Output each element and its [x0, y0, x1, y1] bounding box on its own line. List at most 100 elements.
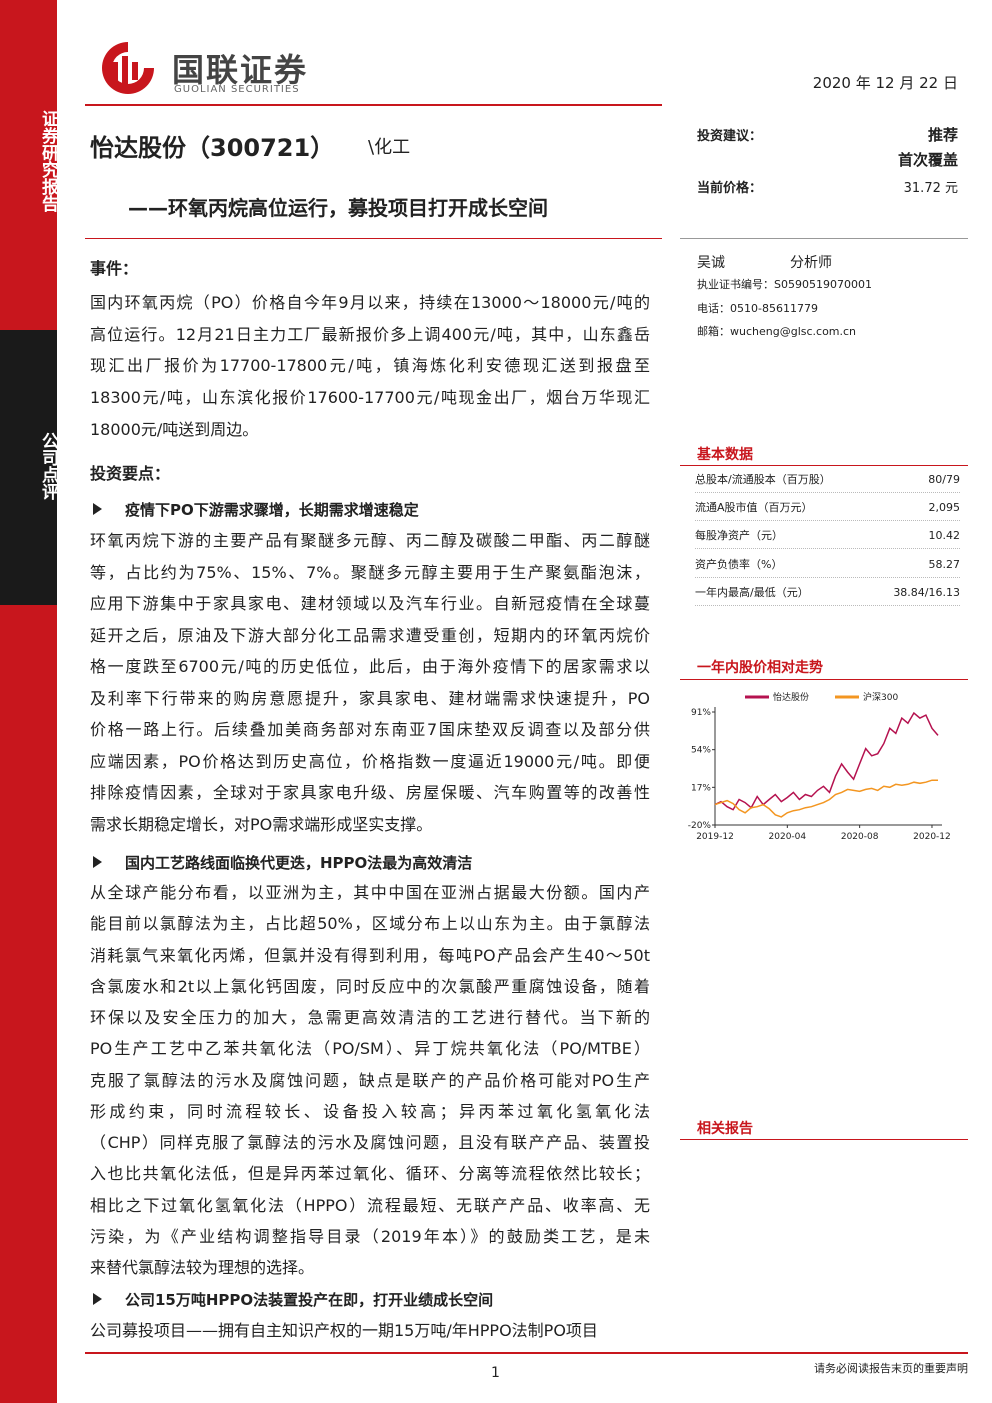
company: 怡达股份（300721）: [90, 134, 335, 162]
rating-value: 推荐: [927, 126, 958, 144]
chart: 91% 54% 17% -20%2019-12 2020-04 2020-08 2020-1…: [688, 691, 951, 842]
chart-title: 一年内股价相对走势: [697, 660, 823, 676]
body-line: 高位运行。12月21日主力工厂最新报价多上调400元/吨，其中，山东鑫岳: [90, 324, 650, 344]
series-line: [714, 779, 938, 818]
basic-data-label: 一年内最高/最低（元）: [695, 585, 809, 599]
body-line: 环氧丙烷下游的主要产品有聚醚多元醇、丙二醇及碳酸二甲酯、丙二醇醚: [90, 531, 650, 550]
body-line: 18300元/吨，山东滨化报价17600-17700元/吨现金出厂，烟台万华现汇: [90, 388, 650, 408]
basic-data-row: 流通A股市值（百万元） 2,095: [695, 496, 961, 522]
body-line: 克服了氯醇法的污水及腐蚀问题，缺点是联产的产品价格可能对PO生产: [90, 1070, 650, 1090]
body-line: 18000元/吨送到周边。: [90, 419, 259, 439]
body-line: 来替代氯醇法较为理想的选择。: [90, 1258, 315, 1277]
body-line: 污染，为《产业结构调整指导目录（2019年本）》的鼓励类工艺，是未: [90, 1226, 650, 1246]
body-line: 相比之下过氧化氢氧化法（HPPO）流程最短、无联产产品、收率高、无: [90, 1195, 650, 1215]
basic-data-title: 基本数据: [697, 447, 753, 463]
analyst-name: 吴诚: [697, 255, 725, 271]
body-line: 格一度跌至6700元/吨的历史低位，此后，由于海外疫情下的居家需求以: [90, 657, 650, 676]
body-line: 现汇出厂报价为17700-17800元/吨，镇海炼化利安德现汇送到报盘至: [90, 356, 650, 376]
body-line: PO生产工艺中乙苯共氧化法（PO/SM）、异丁烷共氧化法（PO/MTBE）: [90, 1039, 650, 1059]
industry: \化工: [368, 137, 411, 158]
bullet-arrow: [93, 503, 102, 515]
series-line: [714, 711, 939, 811]
section-heading: 疫情下PO下游需求骤增，长期需求增速稳定: [125, 501, 419, 519]
sidebar-label: 公司点评: [38, 432, 58, 500]
body-line: 入也比共氧化法低，但是异丙苯过氧化、循环、分离等流程依然比较长；: [90, 1164, 650, 1184]
bullet-arrow: [93, 1293, 102, 1305]
y-tick-label: 17%: [691, 783, 711, 793]
right-rule: [680, 238, 968, 239]
x-tick-label: 2020-12: [913, 832, 951, 842]
body-line: 从全球产能分布看，以亚洲为主，其中中国在亚洲占据最大份额。国内产: [90, 883, 650, 902]
price-label: 当前价格：: [697, 181, 763, 196]
x-tick-label: 2020-08: [841, 832, 879, 842]
x-tick-label: 2020-04: [769, 832, 807, 842]
logo-icon: [102, 42, 154, 94]
body-line: 应用下游集中于家具家电、建材领域以及汽车行业。自新冠疫情在全球蔓: [90, 594, 650, 613]
basic-data-value: 10.42: [928, 529, 961, 543]
basic-data-label: 每股净资产（元）: [695, 529, 783, 543]
body-line: 延开之后，原油及下游大部分化工品需求遭受重创，短期内的环氧丙烷价: [90, 625, 650, 645]
y-tick-label: -20%: [688, 821, 712, 831]
sidebar-dark: [0, 330, 57, 605]
header-rule: [85, 104, 662, 106]
page-number: 1: [491, 1365, 500, 1381]
basic-data-label: 流通A股市值（百万元）: [695, 501, 813, 515]
event-title: 事件：: [90, 259, 139, 278]
body-line: 价格一路上行。后续叠加美商务部对东南亚7国床垫双反调查以及部分供: [90, 720, 650, 739]
sidebar-red: [0, 0, 57, 330]
sidebar-red: [0, 605, 57, 1403]
body-line: 能目前以氯醇法为主，占比超50%，区域分布上以山东为主。由于氯醇法: [90, 914, 650, 934]
basic-data-value: 58.27: [928, 557, 961, 571]
x-tick-label: 2019-12: [696, 832, 734, 842]
legend-label: 沪深300: [863, 691, 898, 703]
basic-data-row: 每股净资产（元） 10.42: [695, 524, 961, 550]
basic-data-value: 38.84/16.13: [893, 585, 960, 599]
related-title: 相关报告: [697, 1121, 753, 1137]
points-title: 投资要点：: [90, 464, 171, 483]
footer-rule: [85, 1352, 968, 1354]
basic-data-rule: [680, 465, 968, 466]
y-tick-label: 91%: [691, 708, 711, 718]
analyst-license: 执业证书编号：S0590519070001: [697, 278, 872, 291]
body-line: 公司募投项目——拥有自主知识产权的一期15万吨/年HPPO法制PO项目: [90, 1321, 598, 1340]
bullet-arrow: [93, 856, 102, 868]
logo-en: GUOLIAN SECURITIES: [174, 84, 300, 95]
body-line: 需求长期稳定增长，对PO需求端形成坚实支撑。: [90, 814, 433, 834]
body-line: 及利率下行带来的购房意愿提升，家具家电、建材端需求快速提升，PO: [90, 688, 650, 708]
basic-data-label: 总股本/流通股本（百万股）: [695, 473, 831, 486]
basic-data-row: 资产负债率（%） 58.27: [695, 553, 960, 578]
body-line: 含氯废水和2t以上氯化钙固废，同时反应中的次氯酸严重腐蚀设备，随着: [90, 976, 650, 996]
body-line: 排除疫情因素，全球对于家具家电升级、房屋保暖、汽车购置等的改善性: [90, 783, 650, 802]
basic-data-label: 资产负债率（%）: [695, 557, 783, 571]
price: 31.72 元: [903, 181, 958, 196]
basic-data-row: 总股本/流通股本（百万股） 80/79: [695, 468, 960, 493]
section-heading: 公司15万吨HPPO法装置投产在即，打开业绩成长空间: [125, 1291, 494, 1309]
body-line: 国内环氧丙烷（PO）价格自今年9月以来，持续在13000～18000元/吨的: [90, 293, 650, 312]
title-rule: [85, 238, 662, 239]
body-line: 等，占比约为75%、15%、7%。聚醚多元醇主要用于生产聚氨酯泡沫，: [90, 562, 650, 582]
body-line: 应端因素，PO价格达到历史高位，价格指数一度逼近19000元/吨。即便: [90, 751, 650, 771]
analyst-phone: 电话：0510-85611779: [697, 302, 818, 315]
date: 2020 年 12 月 22 日: [812, 74, 958, 92]
sidebar-label: 证券研究报告: [38, 110, 58, 212]
analyst-role: 分析师: [790, 255, 832, 271]
related-rule: [680, 1139, 968, 1140]
body-line: （CHP）同样克服了氯醇法的污水及腐蚀问题，且没有联产产品、装置投: [90, 1133, 650, 1152]
body-line: 消耗氯气来氧化丙烯，但氯并没有得到利用，每吨PO产品会产生40～50t: [90, 945, 650, 965]
subtitle: ——环氧丙烷高位运行，募投项目打开成长空间: [128, 196, 548, 220]
analyst-email: 邮箱：wucheng@glsc.com.cn: [697, 325, 857, 338]
section-heading: 国内工艺路线面临换代更迭，HPPO法最为高效清洁: [125, 854, 473, 872]
basic-data-row: 一年内最高/最低（元） 38.84/16.13: [695, 581, 960, 606]
body-line: 环保以及安全压力的加大，急需更高效清洁的工艺进行替代。当下新的: [90, 1008, 650, 1027]
body-line: 形成约束，同时流程较长、设备投入较高；异丙苯过氧化氢氧化法: [90, 1101, 650, 1121]
rating-label: 投资建议：: [697, 129, 763, 144]
basic-data-value: 2,095: [928, 501, 961, 515]
basic-data-value: 80/79: [928, 473, 960, 486]
disclaimer: 请务必阅读报告末页的重要声明: [814, 1362, 968, 1375]
rating-note: 首次覆盖: [897, 151, 958, 169]
logo-name: 国联证券: [172, 51, 309, 89]
legend-label: 怡达股份: [773, 691, 809, 703]
chart-rule: [680, 679, 968, 680]
y-tick-label: 54%: [691, 746, 711, 756]
